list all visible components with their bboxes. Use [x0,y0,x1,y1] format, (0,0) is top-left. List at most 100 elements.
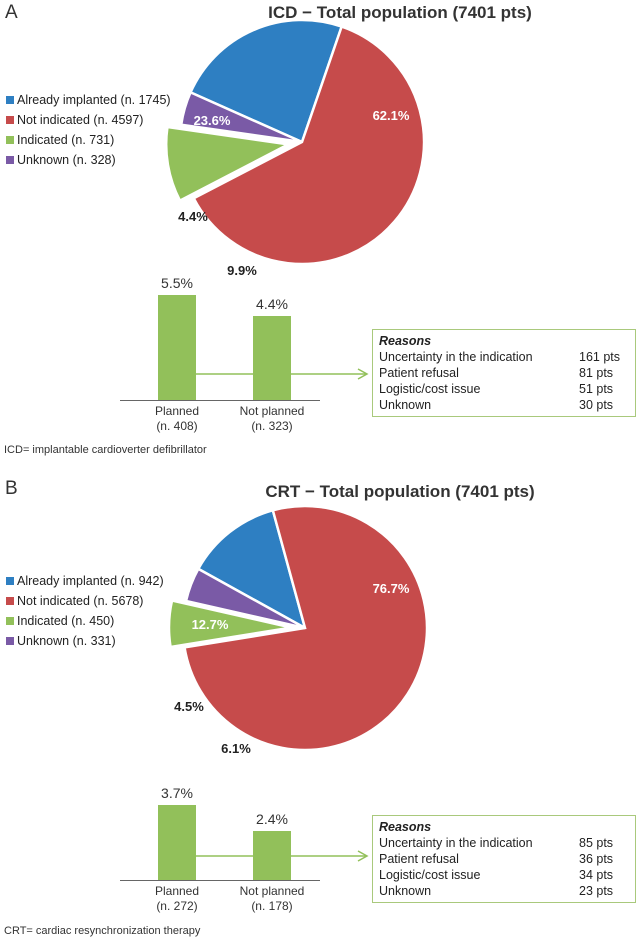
legend-item: Unknown (n. 331) [6,631,164,651]
slice-label: 6.1% [221,741,251,756]
bar-category: Planned (n. 408) [132,404,222,434]
reason-label: Patient refusal [379,852,459,866]
reason-value: 85 pts [579,836,614,850]
reason-value: 23 pts [579,884,614,898]
legend-swatch [6,637,14,645]
legend-swatch [6,617,14,625]
reason-label: Logistic/cost issue [379,868,481,882]
reason-label: Patient refusal [379,366,459,380]
bar-category: Planned (n. 272) [132,884,222,914]
legend-item: Already implanted (n. 1745) [6,90,171,110]
bar-value-label: 3.7% [161,785,193,801]
reason-value: 30 pts [579,398,614,412]
legend-label: Unknown (n. 331) [17,634,116,648]
pie-slice-indicated [167,599,292,649]
legend-label: Not indicated (n. 4597) [17,113,144,127]
bar-category-label: (n. 178) [251,899,293,913]
reason-value: 81 pts [579,366,614,380]
bar-value-label: 4.4% [256,296,288,312]
legend-item: Indicated (n. 450) [6,611,164,631]
legend-item: Already implanted (n. 942) [6,571,164,591]
reason-label: Unknown [379,884,432,898]
reasons-box: Reasons Uncertainty in the indication 85 p… [372,815,636,903]
pie-chart: 12.7% 76.7% 6.1% 4.5% [167,504,429,756]
legend-swatch [6,156,14,164]
reason-value: 36 pts [579,852,614,866]
bar-axis [120,400,320,401]
bar-category-label: (n. 408) [156,419,198,433]
slice-label: 4.4% [178,209,208,224]
reason-label: Logistic/cost issue [379,382,481,396]
footnote: ICD= implantable cardioverter defibrilla… [4,444,207,456]
reason-row: Patient refusal 36 pts [379,851,627,867]
arrow-icon [178,368,369,380]
reason-row: Uncertainty in the indication 85 pts [379,835,627,851]
bar [158,805,196,880]
bar-category-label: Planned [154,884,200,898]
slice-label: 9.9% [227,263,257,278]
slice-label: 12.7% [192,617,229,632]
reason-value: 51 pts [579,382,614,396]
legend-swatch [6,577,14,585]
legend-label: Unknown (n. 328) [17,153,116,167]
reason-row: Unknown 30 pts [379,397,627,413]
slice-label: 23.6% [194,113,231,128]
panel-crt: B CRT − Total population (7401 pts) 12.7… [0,470,640,939]
legend-label: Already implanted (n. 942) [17,574,164,588]
slice-label: 62.1% [373,108,410,123]
reason-row: Logistic/cost issue 34 pts [379,867,627,883]
sub-bar-chart: 5.5% Planned (n. 408) 4.4% Not planned (n. 32… [120,275,330,460]
legend-label: Indicated (n. 450) [17,614,115,628]
slice-label: 76.7% [373,581,410,596]
panel-icd: A ICD − Total population (7401 pts) 23.6… [0,0,640,469]
legend: Already implanted (n. 942) Not indicated … [6,571,164,651]
bar-category-label: Planned [154,404,200,418]
legend-item: Unknown (n. 328) [6,150,171,170]
pie-slice-indicated [164,125,293,203]
slice-label: 4.5% [174,699,204,714]
legend-label: Already implanted (n. 1745) [17,93,171,107]
bar-value-label: 5.5% [161,275,193,291]
reason-label: Uncertainty in the indication [379,350,533,364]
reason-row: Logistic/cost issue 51 pts [379,381,627,397]
pie-slice-not-indicated [192,25,426,266]
bar [158,295,196,400]
reason-row: Uncertainty in the indication 161 pts [379,349,627,365]
pie-slice-already-implanted [188,18,344,144]
pie-slice-already-implanted [196,508,307,631]
panel-letter: B [5,478,18,499]
bar-value-label: 2.4% [256,811,288,828]
panel-letter: A [5,2,18,23]
chart-title: CRT − Total population (7401 pts) [265,482,535,501]
pie-slice-unknown [184,567,306,630]
bar-category-label: (n. 272) [156,899,198,913]
chart-title: ICD − Total population (7401 pts) [268,3,532,22]
bar-category-label: Not planned [239,404,305,418]
reason-label: Uncertainty in the indication [379,836,533,850]
legend-swatch [6,116,14,124]
bar-axis [120,880,320,881]
legend-swatch [6,136,14,144]
pie-chart: 23.6% 62.1% 9.9% 4.4% [164,18,426,278]
reasons-title: Reasons [379,820,432,834]
bar-category-label: Not planned [239,884,305,898]
reason-value: 34 pts [579,868,614,882]
legend: Already implanted (n. 1745) Not indicated… [6,90,171,170]
legend-item: Indicated (n. 731) [6,130,171,150]
legend-swatch [6,597,14,605]
reasons-box: Reasons Uncertainty in the indication 161 … [372,329,636,417]
reason-row: Patient refusal 81 pts [379,365,627,381]
reason-value: 161 pts [579,350,621,364]
bar [253,316,291,400]
legend-label: Not indicated (n. 5678) [17,594,144,608]
pie-slice-unknown [179,90,303,144]
reason-row: Unknown 23 pts [379,883,627,899]
legend-label: Indicated (n. 731) [17,133,115,147]
footnote: CRT= cardiac resynchronization therapy [4,925,201,937]
legend-swatch [6,96,14,104]
bar-category: Not planned (n. 323) [227,404,317,434]
legend-item: Not indicated (n. 4597) [6,110,171,130]
bar-category: Not planned (n. 178) [227,884,317,914]
pie-slice-not-indicated [183,504,429,752]
bar-category-label: (n. 323) [251,419,293,433]
